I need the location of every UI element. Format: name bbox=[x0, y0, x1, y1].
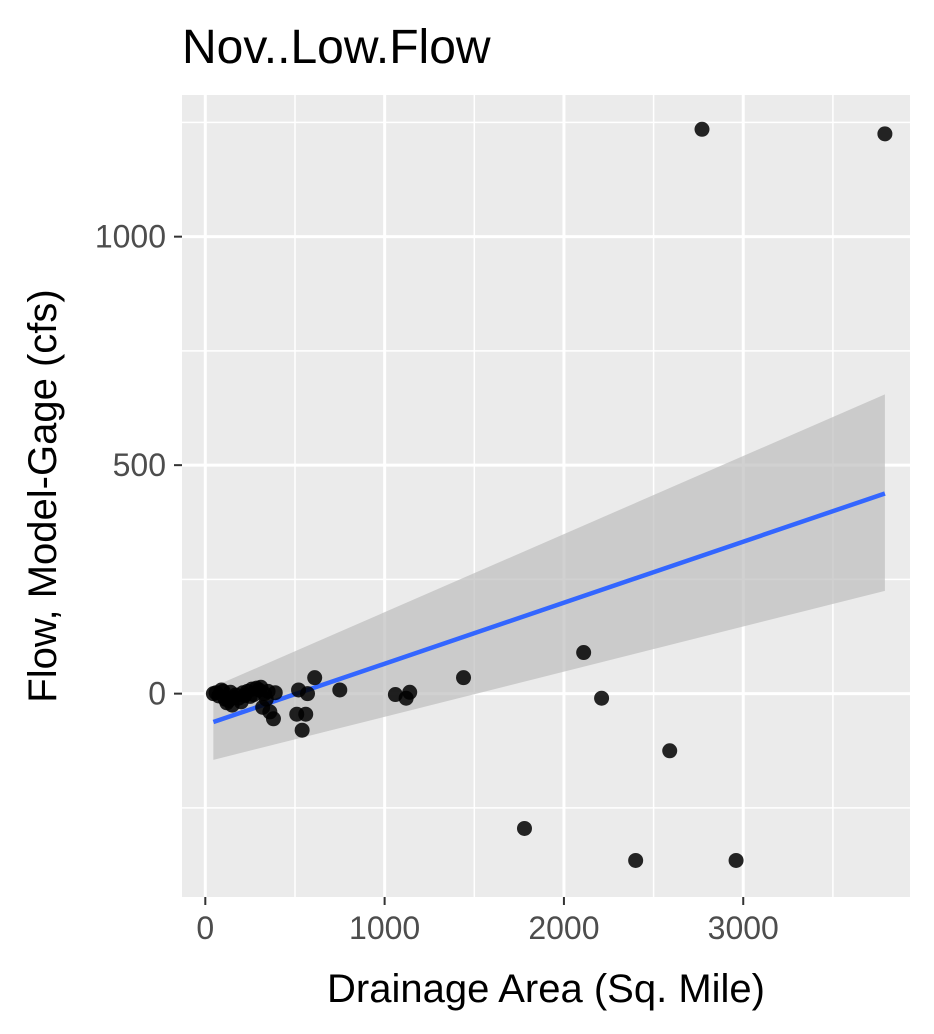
x-tick-label: 0 bbox=[196, 910, 214, 946]
data-point bbox=[267, 685, 283, 701]
data-point bbox=[516, 820, 532, 836]
x-axis-title: Drainage Area (Sq. Mile) bbox=[327, 967, 765, 1011]
data-point bbox=[307, 670, 323, 686]
confidence-band bbox=[213, 394, 885, 760]
data-point bbox=[576, 645, 592, 661]
data-point bbox=[456, 670, 472, 686]
y-axis-title: Flow, Model-Gage (cfs) bbox=[21, 289, 65, 702]
data-point bbox=[877, 126, 893, 142]
x-tick-label: 2000 bbox=[528, 910, 599, 946]
data-point bbox=[662, 743, 678, 759]
y-tick-label: 0 bbox=[148, 676, 166, 712]
x-tick-label: 1000 bbox=[349, 910, 420, 946]
confidence-band-area bbox=[213, 394, 885, 760]
chart-title: Nov..Low.Flow bbox=[182, 21, 491, 74]
x-tick-label: 3000 bbox=[708, 910, 779, 946]
data-point bbox=[298, 706, 314, 722]
trend-line bbox=[212, 491, 886, 725]
regression-line bbox=[212, 491, 886, 725]
data-point bbox=[265, 711, 281, 727]
data-point bbox=[332, 682, 348, 698]
data-point bbox=[694, 121, 710, 137]
axis-ticks: 0 1000 2000 3000 0 500 1000 bbox=[95, 219, 779, 946]
data-point bbox=[628, 852, 644, 868]
y-tick-label: 500 bbox=[113, 447, 166, 483]
data-point bbox=[594, 690, 610, 706]
y-tick-label: 1000 bbox=[95, 219, 166, 255]
data-point bbox=[728, 852, 744, 868]
data-point bbox=[402, 684, 418, 700]
data-point bbox=[300, 686, 316, 702]
data-points bbox=[205, 121, 893, 868]
data-point bbox=[294, 722, 310, 738]
